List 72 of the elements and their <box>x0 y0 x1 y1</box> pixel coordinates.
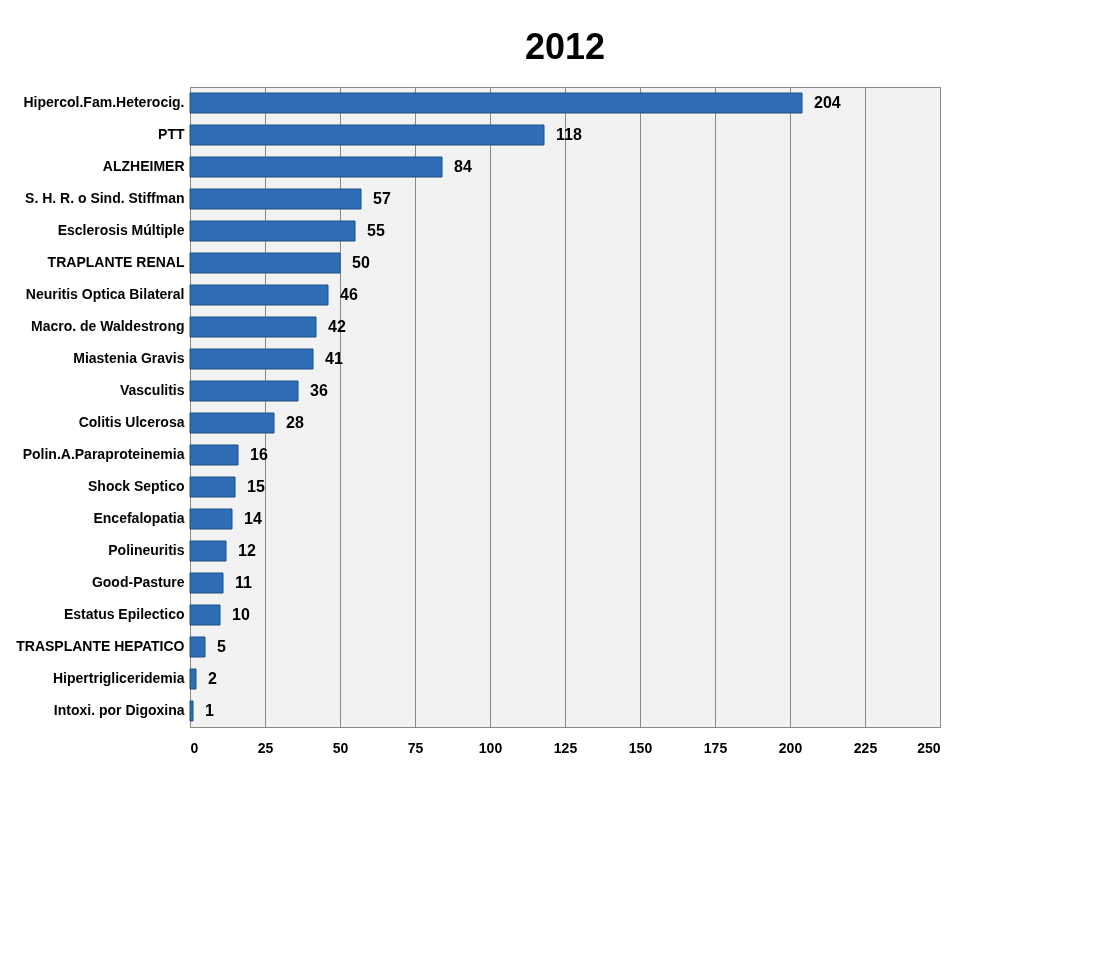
data-label: 46 <box>340 286 358 303</box>
y-tick-label: Vasculitis <box>119 382 185 398</box>
y-tick-label: TRAPLANTE RENAL <box>47 254 185 270</box>
x-tick-label: 0 <box>190 739 199 756</box>
data-label: 15 <box>247 478 265 495</box>
y-tick-label: Hipercol.Fam.Heterocig. <box>23 94 185 110</box>
y-tick-label: PTT <box>158 126 185 142</box>
bar <box>189 700 194 722</box>
y-tick-label: S. H. R. o Sind. Stiffman <box>25 190 185 206</box>
y-tick-label: Intoxi. por Digoxina <box>53 702 185 718</box>
bar <box>189 540 227 562</box>
bar <box>189 604 221 626</box>
y-tick-label: Colitis Ulcerosa <box>78 414 185 430</box>
data-label: 2 <box>208 670 217 687</box>
bar <box>189 380 299 402</box>
x-tick-label: 25 <box>257 739 274 756</box>
data-label: 57 <box>373 190 391 207</box>
y-tick-label: Miastenia Gravis <box>73 350 185 366</box>
bar <box>189 572 224 594</box>
data-label: 16 <box>250 446 268 463</box>
x-tick-label: 175 <box>703 739 728 756</box>
bar <box>189 284 329 306</box>
data-label: 41 <box>325 350 343 367</box>
data-label: 14 <box>244 510 262 527</box>
bar <box>189 668 197 690</box>
bar <box>189 124 545 146</box>
data-label: 84 <box>454 158 472 175</box>
x-tick-label: 50 <box>332 739 349 756</box>
data-label: 42 <box>328 318 346 335</box>
y-tick-label: Esclerosis Múltiple <box>57 222 185 238</box>
chart-title: 2012 <box>524 26 606 67</box>
y-tick-label: Shock Septico <box>88 478 185 494</box>
bar <box>189 220 356 242</box>
data-label: 10 <box>232 606 250 623</box>
bar <box>189 508 233 530</box>
y-tick-label: Macro. de Waldestrong <box>30 318 185 334</box>
y-tick-label: Encefalopatia <box>93 510 185 526</box>
bar <box>189 92 803 114</box>
y-tick-label: Polin.A.Paraproteinemia <box>22 446 185 462</box>
y-tick-label: Polineuritis <box>108 542 185 558</box>
bar <box>189 252 341 274</box>
bar <box>189 348 314 370</box>
y-tick-label: Estatus Epilectico <box>63 606 185 622</box>
data-label: 36 <box>310 382 328 399</box>
data-label: 12 <box>238 542 256 559</box>
x-tick-label: 250 <box>917 739 941 756</box>
x-tick-label: 75 <box>407 739 424 756</box>
x-tick-label: 200 <box>778 739 803 756</box>
bar <box>189 412 275 434</box>
y-tick-label: Neuritis Optica Bilateral <box>25 286 185 302</box>
data-label: 5 <box>217 638 226 655</box>
y-tick-label: ALZHEIMER <box>102 158 185 174</box>
bar <box>189 444 239 466</box>
data-label: 55 <box>367 222 385 239</box>
bar <box>189 316 317 338</box>
y-tick-label: TRASPLANTE HEPATICO <box>16 638 185 654</box>
x-tick-label: 225 <box>853 739 878 756</box>
bar <box>189 636 206 658</box>
data-label: 11 <box>235 574 253 591</box>
x-tick-label: 150 <box>628 739 653 756</box>
bar <box>189 476 236 498</box>
bar <box>189 156 443 178</box>
x-tick-label: 125 <box>553 739 578 756</box>
data-label: 118 <box>556 126 582 143</box>
y-tick-label: Hipertrigliceridemia <box>53 670 185 686</box>
data-label: 1 <box>205 702 214 719</box>
bar <box>189 188 362 210</box>
data-label: 28 <box>286 414 304 431</box>
y-tick-label: Good-Pasture <box>91 574 185 590</box>
data-label: 50 <box>352 254 370 271</box>
x-tick-label: 100 <box>478 739 503 756</box>
data-label: 204 <box>814 94 841 111</box>
